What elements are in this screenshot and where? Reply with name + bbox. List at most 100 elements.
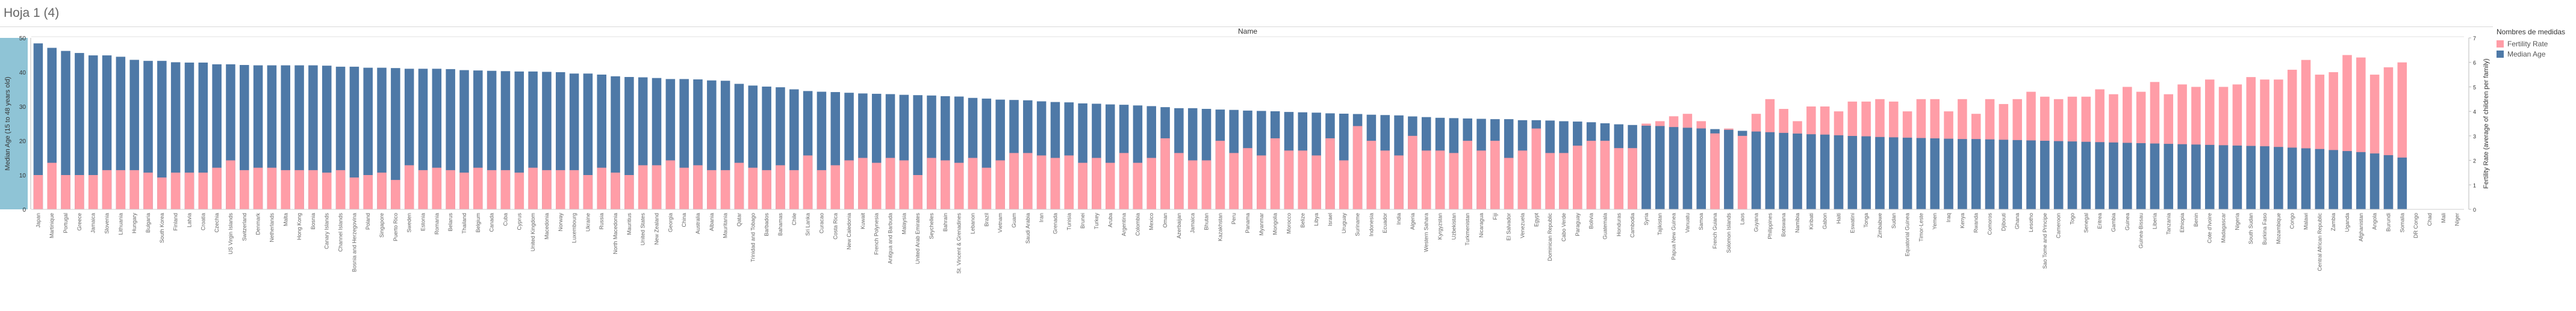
- category-label: DR Congo: [2413, 213, 2419, 238]
- bar-median-age: [2342, 151, 2352, 209]
- category-label: South Sudan: [2248, 213, 2254, 244]
- bar-fertility-rate: [954, 162, 964, 209]
- category-label: Macedonia: [544, 213, 550, 239]
- bar-fertility-rate: [528, 167, 538, 209]
- legend-label-median-age: Median Age: [2507, 49, 2546, 58]
- bar-fertility-rate: [473, 167, 483, 209]
- bar-median-age: [2123, 143, 2132, 209]
- bar-median-age: [1985, 139, 1995, 209]
- bar-median-age: [2067, 141, 2077, 209]
- category-label: Trinidad and Tobago: [750, 213, 756, 262]
- category-label: Myanmar: [1258, 213, 1265, 236]
- category-label: Liberia: [2151, 213, 2158, 229]
- category-label: Qatar: [736, 213, 742, 227]
- category-label: Brunei: [1080, 213, 1086, 229]
- left-axis-label: Median Age (15 to 48 years old): [4, 77, 11, 171]
- category-label: Honduras: [1616, 213, 1622, 237]
- category-label: Canary Islands: [324, 213, 330, 250]
- bar-fertility-rate: [1311, 155, 1321, 209]
- legend-swatch-median-age: [2497, 50, 2504, 58]
- bar-fertility-rate: [61, 175, 70, 209]
- left-axis-panel: [0, 38, 28, 209]
- bar-fertility-rate: [1229, 153, 1239, 209]
- bar-fertility-rate: [871, 162, 882, 209]
- category-label: Laos: [1740, 213, 1746, 225]
- category-label: El Salvador: [1506, 213, 1512, 241]
- bar-fertility-rate: [1257, 155, 1266, 209]
- category-label: Mali: [2441, 213, 2447, 223]
- title-divider: [0, 26, 2493, 27]
- bar-fertility-rate: [267, 167, 277, 209]
- category-label: Norway: [558, 213, 564, 232]
- bar-fertility-rate: [1174, 153, 1184, 209]
- bar-median-age: [2218, 145, 2229, 209]
- category-label: Mozambique: [2276, 213, 2282, 244]
- category-label: Benin: [2193, 213, 2199, 227]
- category-label: Chad: [2427, 213, 2433, 226]
- bar-median-age: [1779, 132, 1788, 209]
- bar-median-age: [1971, 139, 1981, 209]
- right-axis-tick-label: 2: [2473, 158, 2476, 164]
- bar-median-age: [88, 55, 98, 209]
- bar-median-age: [2274, 147, 2283, 209]
- bar-fertility-rate: [514, 172, 524, 209]
- bar-fertility-rate: [1435, 150, 1445, 209]
- bar-fertility-rate: [446, 170, 455, 209]
- bar-median-age: [2260, 146, 2270, 209]
- bar-fertility-rate: [1023, 153, 1033, 209]
- bar-fertility-rate: [542, 170, 552, 209]
- category-label: Dominican Republic: [1547, 213, 1553, 262]
- category-label: Sao Tome and Principe: [2042, 213, 2048, 269]
- bar-fertility-rate: [720, 170, 730, 209]
- category-label: Western Sahara: [1423, 213, 1430, 252]
- bar-fertility-rate: [1036, 155, 1047, 209]
- bar-median-age: [1765, 132, 1775, 209]
- category-label: Mauritius: [626, 213, 632, 235]
- category-label: Ethiopia: [2179, 213, 2185, 233]
- category-label: Barbados: [764, 213, 770, 236]
- bar-fertility-rate: [569, 170, 579, 209]
- category-label: Colombia: [1134, 213, 1140, 236]
- category-label: Poland: [365, 213, 371, 230]
- category-label: Timor-Leste: [1918, 213, 1924, 242]
- bar-fertility-rate: [1215, 141, 1225, 209]
- legend-swatch-fertility-rate: [2497, 40, 2504, 48]
- bar-fertility-rate: [597, 167, 606, 209]
- bar-median-age: [2329, 150, 2338, 209]
- category-label: Kenya: [1959, 213, 1965, 229]
- bar-median-age: [363, 67, 373, 209]
- category-label: Lesotho: [2028, 213, 2034, 232]
- bar-median-age: [1847, 136, 1858, 209]
- bar-median-age: [1806, 134, 1816, 209]
- bar-fertility-rate: [830, 165, 841, 209]
- left-axis-tick-label: 40: [19, 70, 26, 76]
- bar-median-age: [1669, 127, 1679, 209]
- legend-item-median-age[interactable]: Median Age: [2497, 49, 2575, 59]
- category-label: Tonga: [1863, 213, 1869, 228]
- category-label: South Korea: [159, 213, 165, 243]
- right-axis-tick-label: 7: [2473, 35, 2476, 42]
- bar-fertility-rate: [885, 158, 895, 209]
- chart-header: Name: [1238, 27, 1257, 35]
- category-label: Cabo Verde: [1561, 213, 1567, 242]
- category-label: Niger: [2454, 213, 2460, 226]
- category-label: Israel: [1327, 213, 1333, 226]
- bar-fertility-rate: [1531, 128, 1542, 209]
- bar-fertility-rate: [1078, 162, 1087, 209]
- bar-median-age: [75, 53, 84, 209]
- category-label: United Kingdom: [530, 213, 536, 251]
- legend-item-fertility-rate[interactable]: Fertility Rate: [2497, 38, 2575, 49]
- bar-median-age: [349, 66, 359, 209]
- category-label: Venezuela: [1519, 213, 1525, 238]
- bar-median-age: [1834, 135, 1844, 209]
- bar-fertility-rate: [583, 175, 593, 209]
- bar-fertility-rate: [404, 165, 414, 209]
- category-label: Peru: [1231, 213, 1237, 224]
- bar-fertility-rate: [707, 170, 717, 209]
- category-label: Guinea-Bissau: [2138, 213, 2144, 248]
- category-label: French Guiana: [1712, 213, 1718, 249]
- category-label: Turkey: [1094, 213, 1100, 230]
- bar-median-age: [2012, 140, 2022, 209]
- category-label: Portugal: [63, 213, 69, 233]
